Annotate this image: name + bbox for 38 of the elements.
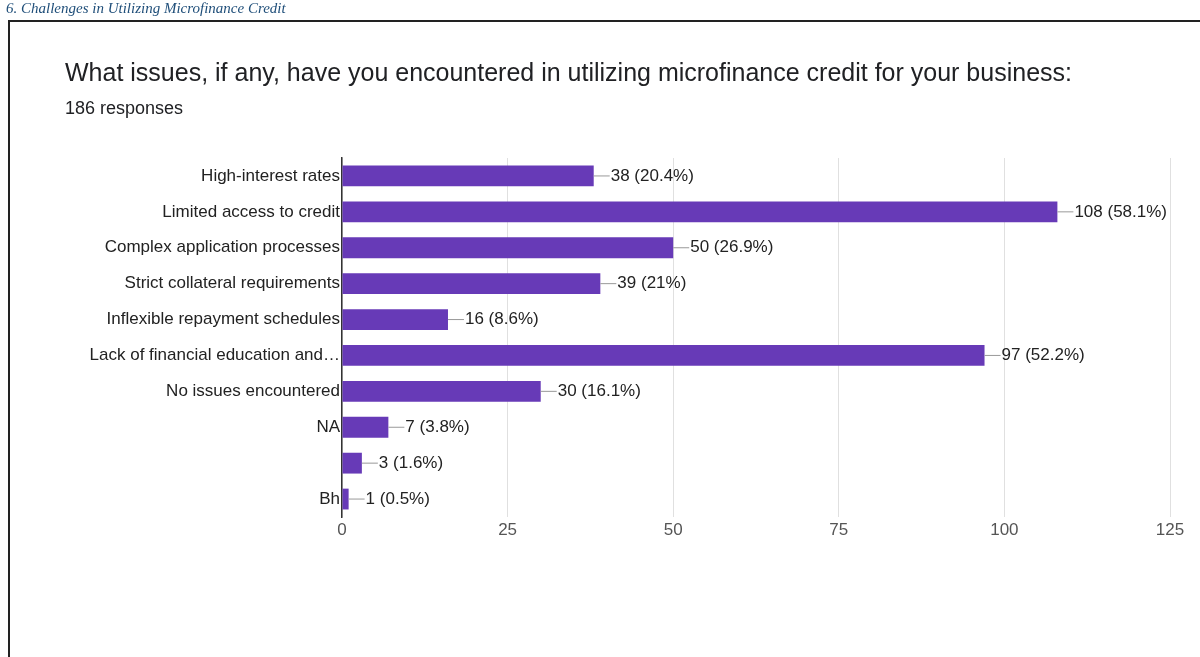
data-label: 16 (8.6%) (464, 309, 539, 329)
data-label: 108 (58.1%) (1074, 201, 1168, 221)
y-tick-label: Bh (319, 488, 340, 508)
bar (342, 416, 389, 438)
x-tick-label: 50 (663, 519, 683, 539)
data-label: 97 (52.2%) (1001, 345, 1085, 365)
data-label: 1 (0.5%) (365, 488, 430, 508)
data-label: 30 (16.1%) (557, 381, 641, 401)
x-tick-label: 75 (829, 519, 849, 539)
y-tick-label: No issues encountered (166, 381, 340, 401)
y-tick-label: Limited access to credit (162, 201, 341, 221)
data-label: 3 (1.6%) (378, 452, 444, 472)
y-tick-label: Complex application processes (104, 237, 340, 257)
bar (342, 309, 448, 330)
bar (342, 237, 674, 259)
bar (342, 488, 349, 510)
bar (342, 452, 362, 474)
x-tick-label: 0 (337, 519, 347, 539)
y-tick-label: High-interest rates (201, 165, 340, 185)
bar (342, 345, 985, 366)
bar (342, 273, 601, 295)
text: 186 responses (65, 98, 184, 119)
y-tick-label: Lack of financial education and… (89, 345, 340, 365)
x-tick-label: 100 (990, 519, 1019, 539)
data-label: 7 (3.8%) (405, 416, 470, 436)
text: 6. Challenges in Utilizing Microfinance Credit (6, 0, 286, 17)
data-label: 38 (20.4%) (610, 165, 694, 185)
x-tick-label: 125 (1155, 519, 1185, 539)
bar (342, 380, 541, 402)
x-tick-label: 25 (498, 519, 518, 539)
data-label: 39 (21%) (617, 273, 687, 293)
y-tick-label: Strict collateral requirements (124, 273, 340, 293)
chart-title: What issues, if any, have you encountered in utilizing microfinance credit for your business: (65, 58, 1072, 87)
bar (342, 165, 594, 187)
y-tick-label: Inflexible repayment schedules (106, 309, 340, 329)
bar (342, 201, 1058, 223)
data-label: 50 (26.9%) (690, 237, 774, 257)
y-tick-label: NA (316, 416, 341, 436)
